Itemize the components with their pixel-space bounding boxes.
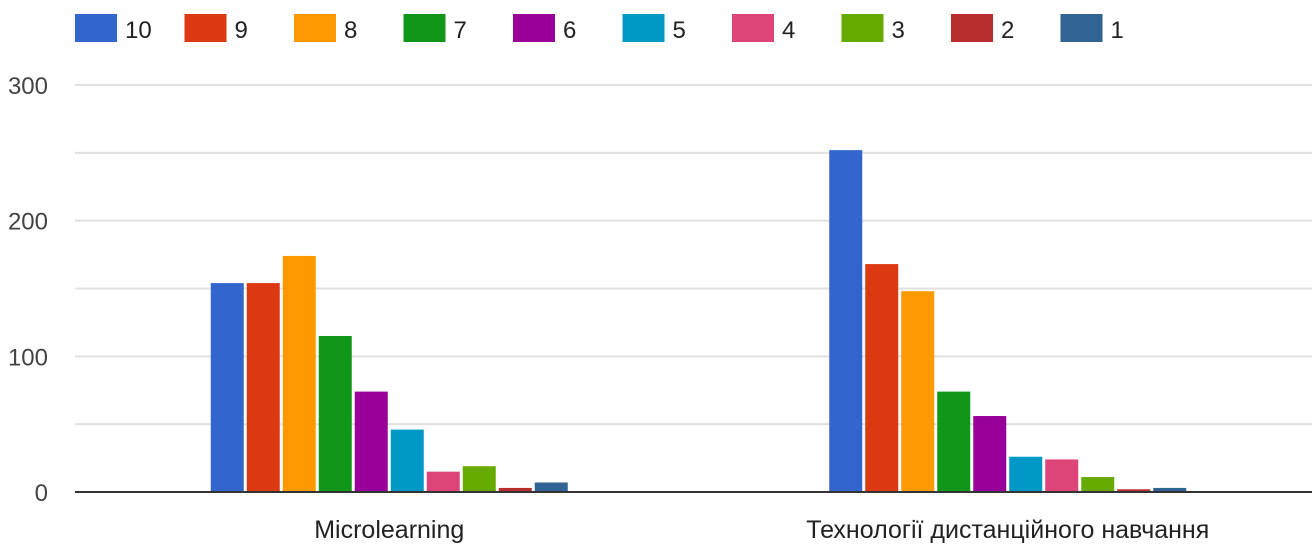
y-tick-label: 200: [8, 209, 48, 236]
y-axis-ticks: 0 100 200 300: [8, 73, 48, 507]
bar-9-microlearning: [246, 283, 280, 492]
bars: [210, 150, 1187, 492]
legend-swatch-7: [403, 14, 446, 42]
legend-swatch-3: [841, 14, 884, 42]
legend-swatch-4: [732, 14, 774, 42]
legend-label-10: 10: [125, 17, 152, 44]
legend-swatch-1: [1060, 14, 1103, 42]
bar-4-distance-learning: [1045, 459, 1079, 492]
legend-label-3: 3: [892, 17, 905, 44]
bar-9-distance-learning: [865, 264, 899, 492]
legend-label-1: 1: [1111, 17, 1124, 44]
bar-3-microlearning: [462, 466, 496, 492]
legend: 10 9 8 7 6 5 4 3 2 1: [75, 14, 1124, 44]
bar-2-microlearning: [498, 487, 532, 492]
y-tick-label: 300: [8, 73, 48, 100]
x-category-label: Технології дистанційного навчання: [806, 516, 1209, 544]
bar-1-microlearning: [534, 482, 568, 492]
legend-label-4: 4: [782, 17, 795, 44]
legend-label-8: 8: [344, 17, 357, 44]
legend-swatch-5: [622, 14, 665, 42]
legend-swatch-9: [184, 14, 227, 42]
legend-label-7: 7: [454, 17, 467, 44]
bar-3-distance-learning: [1081, 477, 1115, 492]
legend-swatch-8: [294, 14, 336, 42]
bar-7-distance-learning: [937, 391, 971, 492]
y-tick-label: 0: [35, 480, 48, 507]
bar-4-microlearning: [426, 471, 460, 492]
bar-6-microlearning: [354, 391, 388, 492]
legend-label-2: 2: [1001, 17, 1014, 44]
gridlines: [75, 84, 1312, 426]
legend-swatch-2: [951, 14, 993, 42]
legend-swatch-10: [75, 14, 117, 42]
legend-label-5: 5: [673, 17, 686, 44]
bar-8-distance-learning: [901, 291, 935, 492]
legend-label-6: 6: [563, 17, 576, 44]
legend-swatch-6: [513, 14, 555, 42]
bar-10-distance-learning: [829, 150, 863, 492]
bar-5-distance-learning: [1009, 456, 1043, 492]
y-tick-label: 100: [8, 344, 48, 371]
bar-5-microlearning: [390, 429, 424, 492]
bar-10-microlearning: [210, 283, 244, 492]
bar-2-distance-learning: [1117, 489, 1151, 492]
x-axis-categories: Microlearning Технології дистанційного на…: [314, 516, 1209, 544]
bar-7-microlearning: [318, 335, 352, 492]
bar-1-distance-learning: [1153, 487, 1187, 492]
x-category-label: Microlearning: [314, 516, 464, 544]
legend-label-9: 9: [235, 17, 248, 44]
bar-8-microlearning: [282, 255, 316, 492]
bar-6-distance-learning: [973, 416, 1007, 492]
